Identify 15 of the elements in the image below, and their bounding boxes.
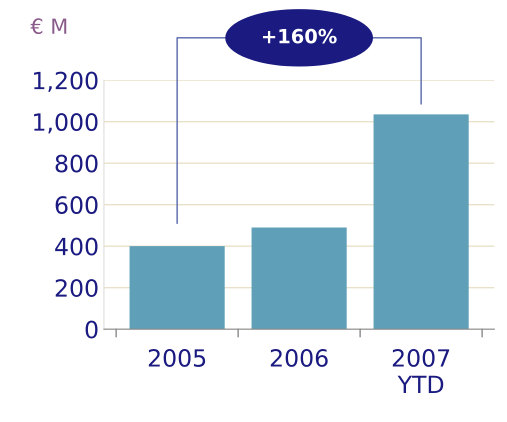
y-tick-label: 1,000 xyxy=(34,113,98,134)
bar xyxy=(130,246,225,330)
y-tick-label: 400 xyxy=(55,238,98,256)
y-tick-label: 0 xyxy=(86,320,98,338)
y-tick-label: 1,200 xyxy=(34,72,98,92)
x-tick-label: 2007 YTD xyxy=(392,349,450,393)
text: +160% xyxy=(263,28,337,44)
y-tick-label: 800 xyxy=(56,154,98,172)
bar xyxy=(252,227,347,330)
y-tick-label: 600 xyxy=(56,196,98,214)
y-axis-title: € M xyxy=(30,18,66,34)
x-tick-label: 2005 xyxy=(148,349,206,367)
bar xyxy=(374,114,469,330)
y-tick-label: 200 xyxy=(56,279,98,297)
x-tick-label: 2006 xyxy=(270,349,328,367)
